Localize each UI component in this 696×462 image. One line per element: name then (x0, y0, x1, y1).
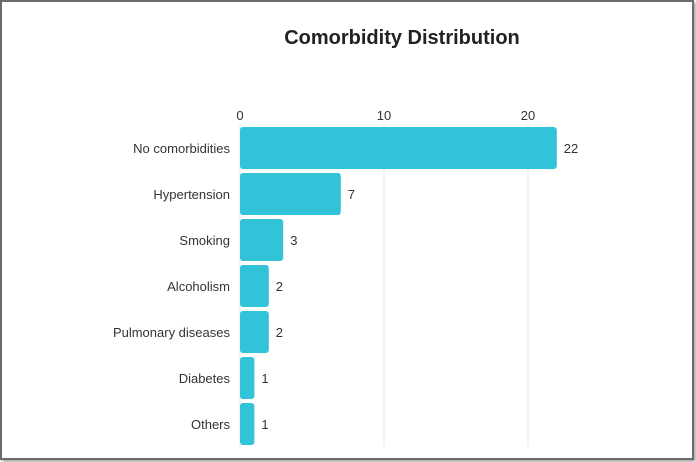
category-label: No comorbidities (133, 141, 230, 156)
value-label: 1 (261, 371, 268, 386)
category-label: Alcoholism (167, 279, 230, 294)
value-label: 2 (276, 279, 283, 294)
category-label: Others (191, 417, 231, 432)
value-label: 2 (276, 325, 283, 340)
bar (240, 357, 255, 399)
bar (240, 311, 269, 353)
bar (240, 127, 557, 169)
bar (240, 265, 269, 307)
value-label: 7 (348, 187, 355, 202)
bar-chart: Comorbidity Distribution 0 10 20 No comorb… (113, 27, 578, 446)
category-label: Hypertension (153, 187, 230, 202)
x-tick-label: 10 (377, 108, 391, 123)
category-label: Smoking (179, 233, 230, 248)
value-label: 1 (261, 417, 268, 432)
category-label: Pulmonary diseases (113, 325, 231, 340)
value-label: 3 (290, 233, 297, 248)
bar (240, 403, 255, 445)
x-tick-label: 20 (521, 108, 535, 123)
category-label: Diabetes (179, 371, 231, 386)
bar (240, 219, 284, 261)
bars (240, 127, 557, 445)
value-label: 22 (564, 141, 578, 156)
x-axis-ticks: 0 10 20 (236, 108, 535, 123)
chart-title: Comorbidity Distribution (284, 27, 520, 49)
x-tick-label: 0 (236, 108, 243, 123)
category-labels: No comorbidities Hypertension Smoking Alcoh… (113, 141, 231, 432)
gridlines (239, 124, 529, 446)
bar (240, 173, 341, 215)
